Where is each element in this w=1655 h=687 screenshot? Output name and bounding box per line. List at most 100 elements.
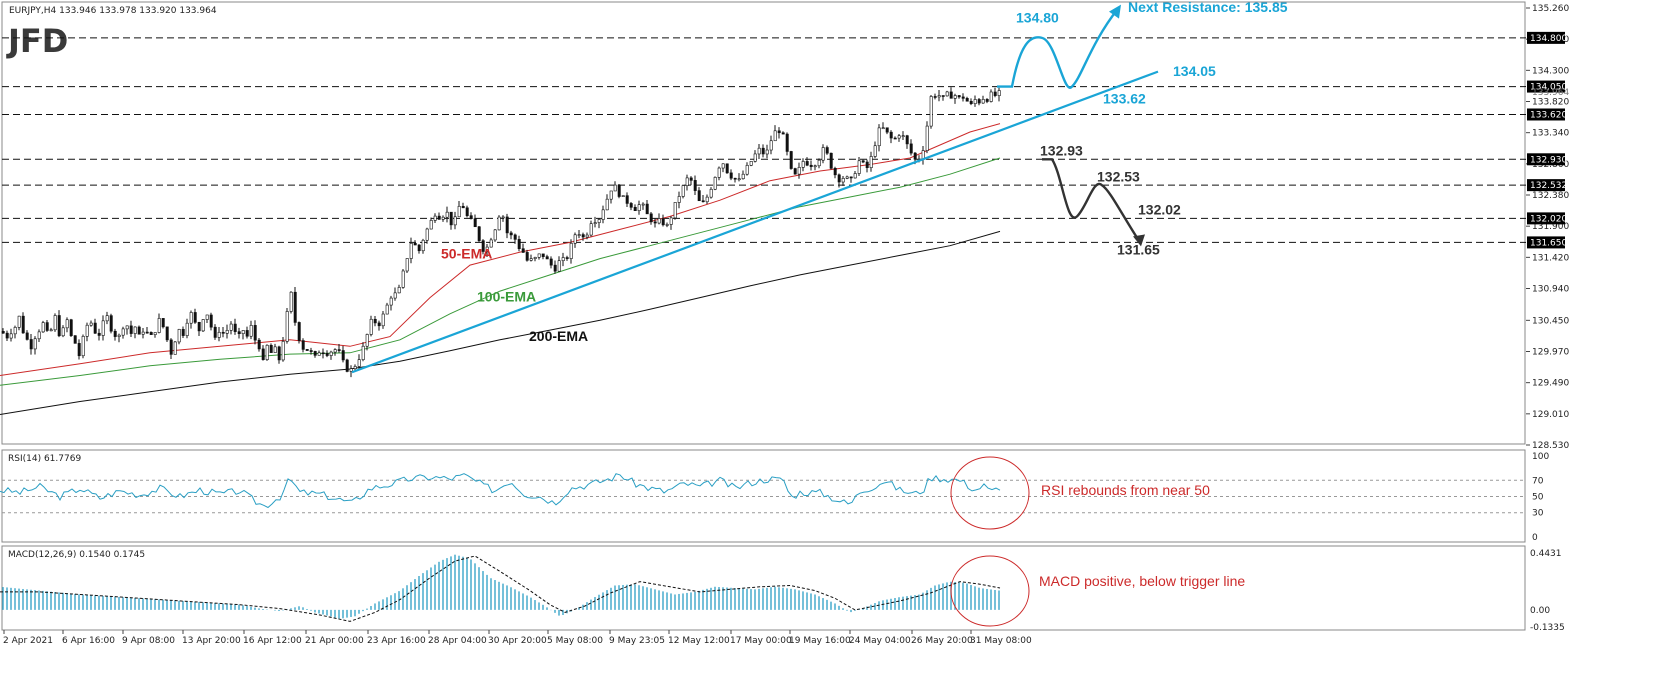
candle-body bbox=[865, 161, 869, 168]
candle-body bbox=[365, 334, 369, 347]
candle-body bbox=[81, 336, 85, 357]
candle-body bbox=[513, 234, 517, 240]
candle-body bbox=[269, 344, 273, 353]
candle-body bbox=[429, 220, 433, 230]
price-tick-label: 133.340 bbox=[1532, 129, 1569, 139]
candle-body bbox=[777, 130, 781, 134]
candle-body bbox=[733, 177, 737, 180]
candle-body bbox=[33, 338, 37, 350]
candle-body bbox=[201, 319, 205, 332]
candle-body bbox=[989, 91, 993, 102]
candle-body bbox=[757, 147, 761, 155]
candle-body bbox=[501, 216, 505, 219]
candle-body bbox=[585, 234, 589, 238]
candle-body bbox=[637, 204, 641, 211]
candle-body bbox=[565, 257, 569, 259]
candle-body bbox=[737, 178, 741, 181]
candle-body bbox=[825, 147, 829, 154]
candle-body bbox=[481, 240, 485, 252]
candle-body bbox=[573, 234, 577, 244]
candle-body bbox=[897, 135, 901, 139]
level-price-box-2 bbox=[1527, 108, 1565, 121]
time-tick-label: 19 May 16:00 bbox=[789, 636, 851, 646]
candle-body bbox=[69, 319, 73, 336]
candle-body bbox=[145, 331, 149, 334]
candle-body bbox=[557, 260, 561, 272]
candle-body bbox=[781, 132, 785, 135]
candle-body bbox=[541, 253, 545, 257]
candle-body bbox=[793, 168, 797, 175]
candle-body bbox=[877, 127, 881, 147]
candle-body bbox=[53, 315, 57, 331]
candle-body bbox=[937, 95, 941, 98]
price-tick-label: 130.940 bbox=[1532, 285, 1569, 295]
candle-body bbox=[881, 127, 885, 130]
candle-body bbox=[257, 339, 261, 350]
candle-body bbox=[669, 217, 673, 225]
candle-body bbox=[133, 326, 137, 334]
time-tick-label: 24 May 04:00 bbox=[849, 636, 911, 646]
candle-body bbox=[329, 351, 333, 356]
candle-body bbox=[473, 218, 477, 228]
candle-body bbox=[929, 96, 933, 127]
candle-body bbox=[17, 315, 21, 328]
level-price-box-3 bbox=[1527, 153, 1565, 166]
candle-body bbox=[241, 330, 245, 334]
candle-body bbox=[909, 143, 913, 154]
candle-body bbox=[245, 330, 249, 337]
level-price-label: 133.620 bbox=[1530, 110, 1567, 120]
rsi-tick-label: 30 bbox=[1532, 509, 1544, 519]
candle-body bbox=[229, 323, 233, 331]
jfd-logo: JFD bbox=[6, 22, 68, 60]
candle-body bbox=[809, 164, 813, 167]
candle-body bbox=[317, 352, 321, 356]
price-panel-border bbox=[1, 1, 1526, 445]
candle-body bbox=[89, 322, 93, 326]
candle-body bbox=[749, 161, 753, 166]
candle-body bbox=[345, 359, 349, 372]
candle-body bbox=[961, 96, 965, 99]
candle-body bbox=[601, 209, 605, 220]
candle-body bbox=[821, 147, 825, 161]
candle-body bbox=[817, 159, 821, 167]
candle-body bbox=[873, 145, 877, 157]
lbl-134-05: 134.05 bbox=[1173, 63, 1216, 79]
rsi-tick-label: 100 bbox=[1532, 452, 1549, 462]
time-tick-label: 2 Apr 2021 bbox=[3, 636, 53, 646]
lbl-132-93: 132.93 bbox=[1040, 142, 1083, 158]
time-tick-label: 28 Apr 04:00 bbox=[428, 636, 487, 646]
candle-body bbox=[157, 318, 161, 333]
candle-body bbox=[265, 344, 269, 360]
candle-body bbox=[129, 325, 133, 334]
candle-body bbox=[249, 325, 253, 337]
candle-body bbox=[405, 258, 409, 272]
candle-body bbox=[493, 229, 497, 241]
candle-body bbox=[489, 239, 493, 248]
candle-body bbox=[605, 198, 609, 211]
candle-body bbox=[745, 165, 749, 175]
candle-body bbox=[85, 324, 89, 337]
candle-body bbox=[409, 243, 413, 259]
candle-body bbox=[725, 163, 729, 174]
candle-body bbox=[801, 161, 805, 168]
level-price-label: 132.930 bbox=[1530, 155, 1567, 165]
candle-body bbox=[685, 177, 689, 186]
macd-note: MACD positive, below trigger line bbox=[1039, 573, 1245, 589]
lbl-ema50: 50-EMA bbox=[441, 246, 492, 262]
rsi-tick-label: 50 bbox=[1532, 493, 1544, 503]
candle-body bbox=[149, 332, 153, 335]
candle-body bbox=[1, 331, 5, 334]
candle-body bbox=[597, 219, 601, 223]
candle-body bbox=[197, 322, 201, 332]
candle-body bbox=[181, 329, 185, 336]
candle-body bbox=[65, 319, 69, 329]
candle-body bbox=[289, 291, 293, 312]
lbl-131-65: 131.65 bbox=[1117, 242, 1160, 258]
candle-body bbox=[421, 239, 425, 252]
time-tick-label: 13 Apr 20:00 bbox=[182, 636, 241, 646]
candle-body bbox=[913, 152, 917, 160]
candle-body bbox=[621, 195, 625, 197]
time-tick-label: 31 May 08:00 bbox=[970, 636, 1032, 646]
lbl-133-62: 133.62 bbox=[1103, 90, 1146, 106]
candle-body bbox=[977, 99, 981, 104]
